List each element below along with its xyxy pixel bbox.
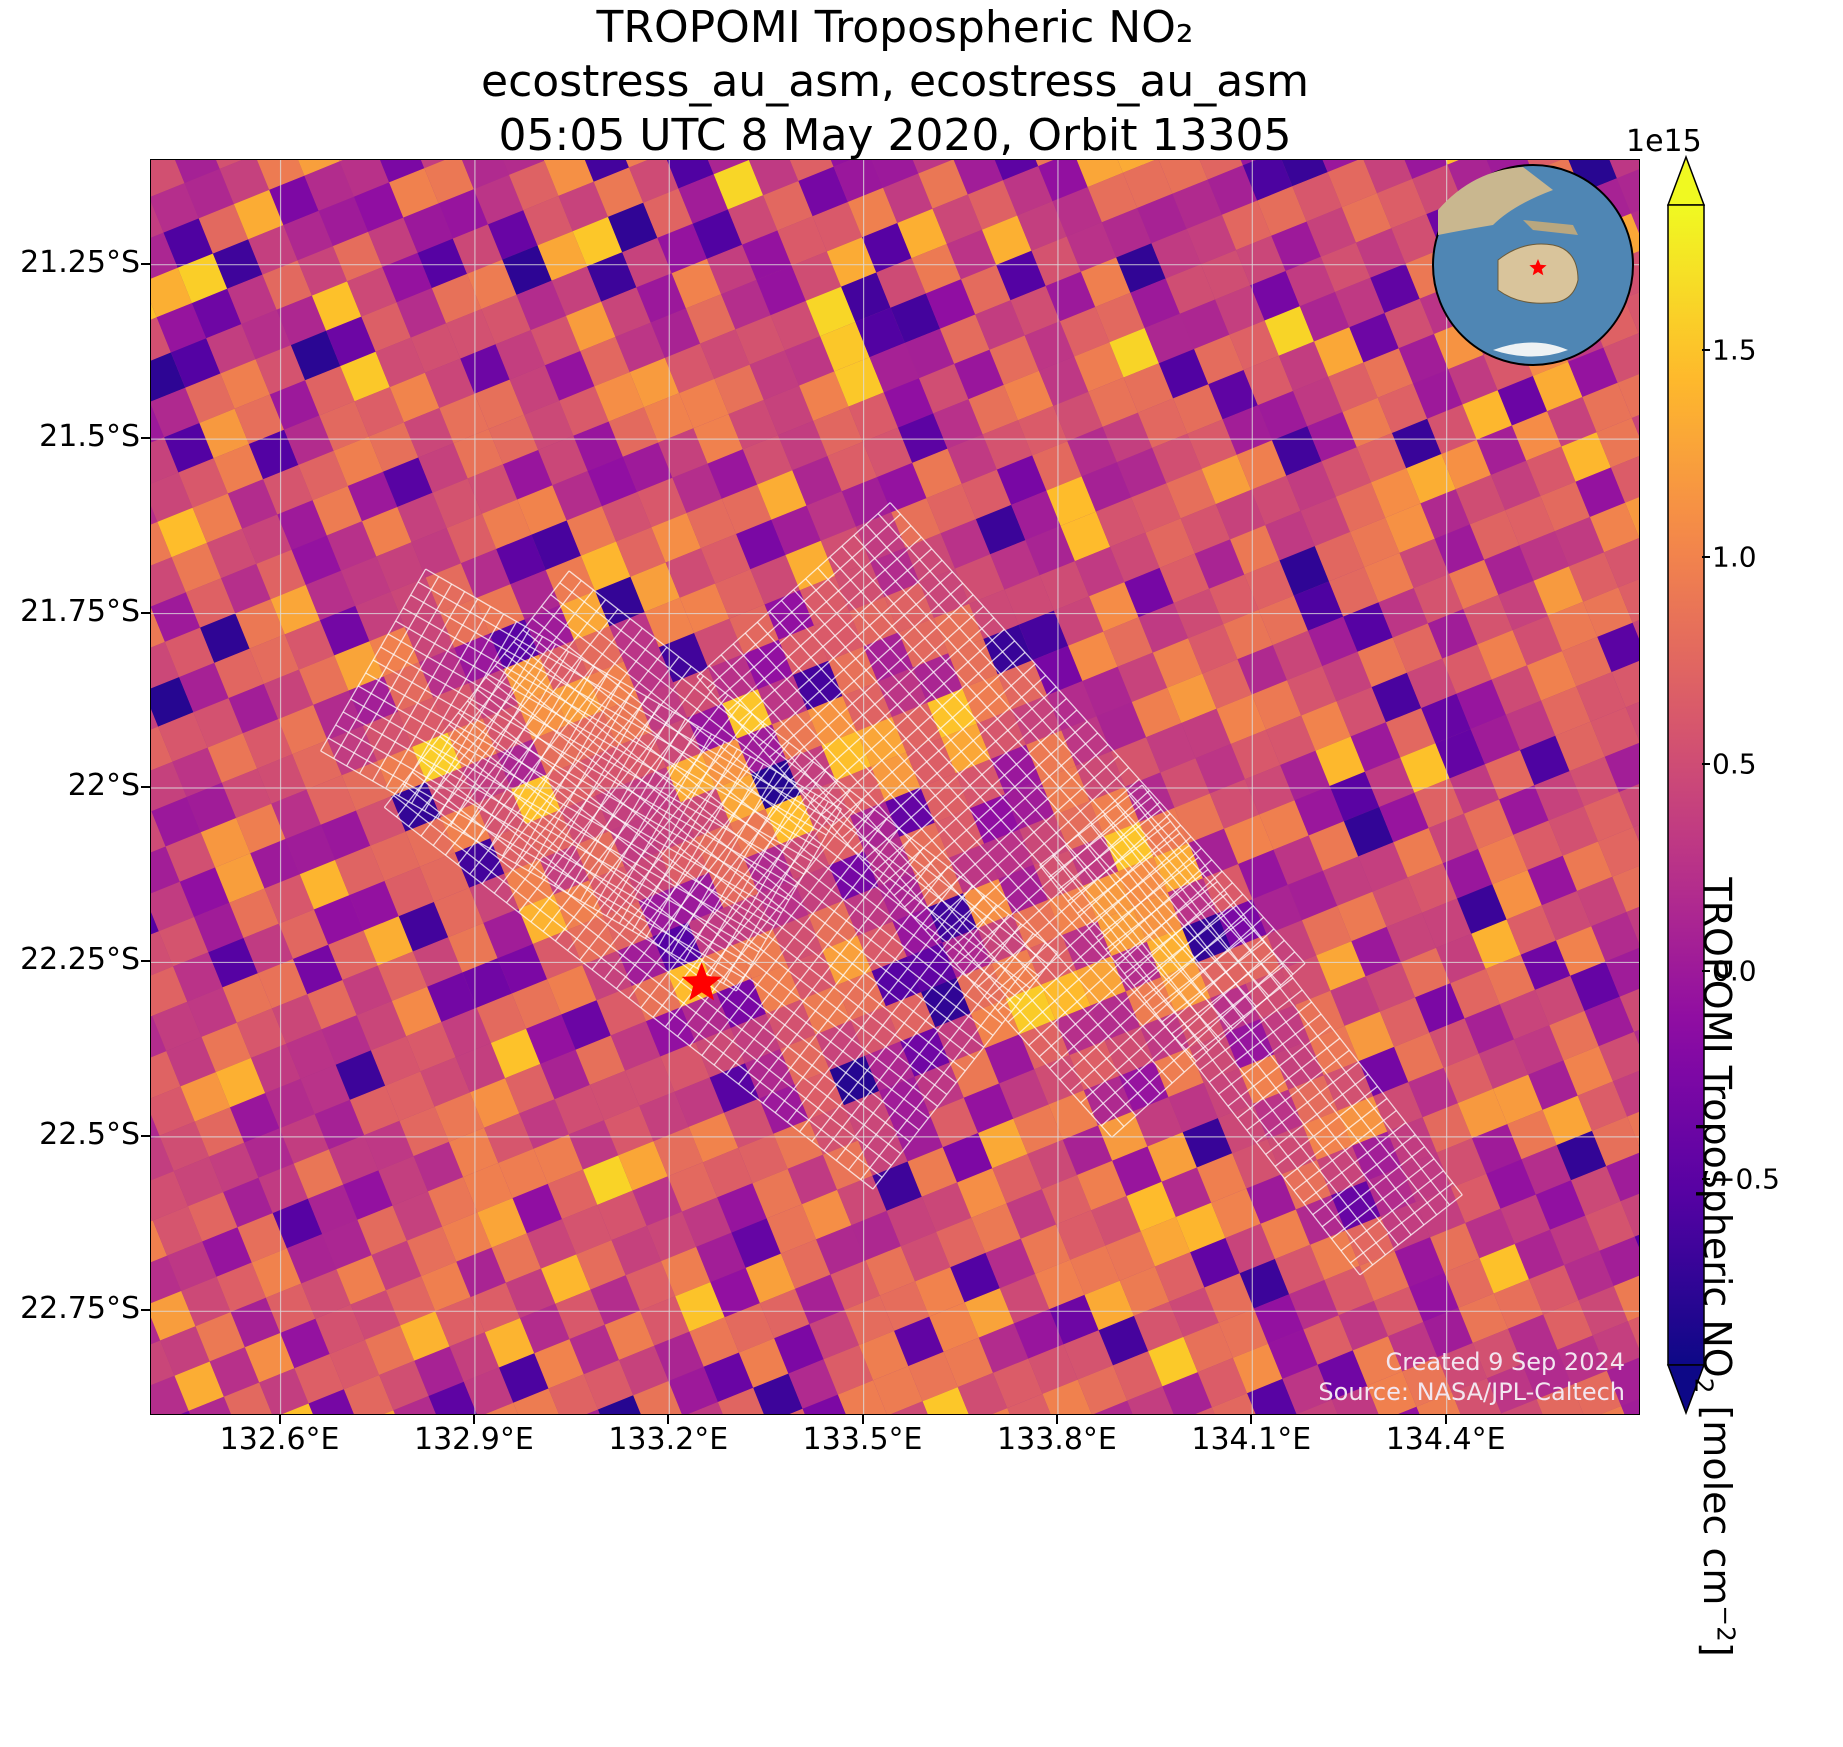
no2-map-canvas — [151, 160, 1640, 1415]
lon-tick-mark — [279, 1415, 281, 1424]
lat-tick-label: 21.75°S — [20, 594, 140, 629]
lon-tick-label: 133.8°E — [997, 1422, 1117, 1457]
lon-tick-label: 132.6°E — [220, 1422, 340, 1457]
lon-tick-label: 134.1°E — [1191, 1422, 1311, 1457]
lon-tick-label: 133.2°E — [608, 1422, 728, 1457]
colorbar-tick-label: 0.5 — [1712, 748, 1757, 781]
lon-tick-mark — [473, 1415, 475, 1424]
lat-tick-mark — [141, 263, 150, 265]
colorbar-extend-max — [1668, 157, 1704, 205]
no2-pixel — [1261, 1414, 1310, 1415]
source-credit: Source: NASA/JPL-Caltech — [1318, 1377, 1625, 1407]
no2-map[interactable] — [150, 159, 1640, 1415]
lat-tick-mark — [141, 437, 150, 439]
lat-tick-label: 21.5°S — [39, 419, 140, 454]
chart-subtitle-time: 05:05 UTC 8 May 2020, Orbit 13305 — [150, 110, 1640, 162]
no2-pixel — [1639, 524, 1640, 574]
colorbar-exponent: 1e15 — [1626, 124, 1702, 159]
lat-tick-label: 22.25°S — [20, 942, 140, 977]
credits: Created 9 Sep 2024 Source: NASA/JPL-Calt… — [1318, 1347, 1625, 1407]
lat-tick-label: 21.25°S — [20, 245, 140, 280]
lat-tick-label: 22°S — [68, 768, 140, 803]
lat-tick-label: 22.5°S — [39, 1117, 140, 1152]
inset-globe — [1433, 165, 1633, 365]
colorbar-tick-label: 1.5 — [1712, 334, 1757, 367]
colorbar-tick-mark — [1702, 349, 1710, 351]
colorbar-tick-mark — [1702, 763, 1710, 765]
lat-tick-mark — [141, 1309, 150, 1311]
lon-tick-label: 134.4°E — [1386, 1422, 1506, 1457]
lon-tick-mark — [1250, 1415, 1252, 1424]
lon-tick-mark — [1056, 1415, 1058, 1424]
lon-tick-label: 133.5°E — [803, 1422, 923, 1457]
colorbar-title: TROPOMI Tropospheric NO2 [molec cm−2] — [1689, 787, 1740, 1747]
lat-tick-mark — [141, 786, 150, 788]
created-date: Created 9 Sep 2024 — [1318, 1347, 1625, 1377]
lon-tick-mark — [667, 1415, 669, 1424]
colorbar-tick-label: 1.0 — [1712, 541, 1757, 574]
lon-tick-label: 132.9°E — [414, 1422, 534, 1457]
chart-subtitle-targets: ecostress_au_asm, ecostress_au_asm — [150, 56, 1640, 108]
lon-tick-mark — [1445, 1415, 1447, 1424]
australia-landmass — [1498, 244, 1578, 303]
chart-title: TROPOMI Tropospheric NO₂ — [150, 2, 1640, 54]
colorbar-tick-mark — [1702, 556, 1710, 558]
lat-tick-mark — [141, 960, 150, 962]
lat-tick-label: 22.75°S — [20, 1291, 140, 1326]
lon-tick-mark — [862, 1415, 864, 1424]
lat-tick-mark — [141, 612, 150, 614]
lat-tick-mark — [141, 1135, 150, 1137]
